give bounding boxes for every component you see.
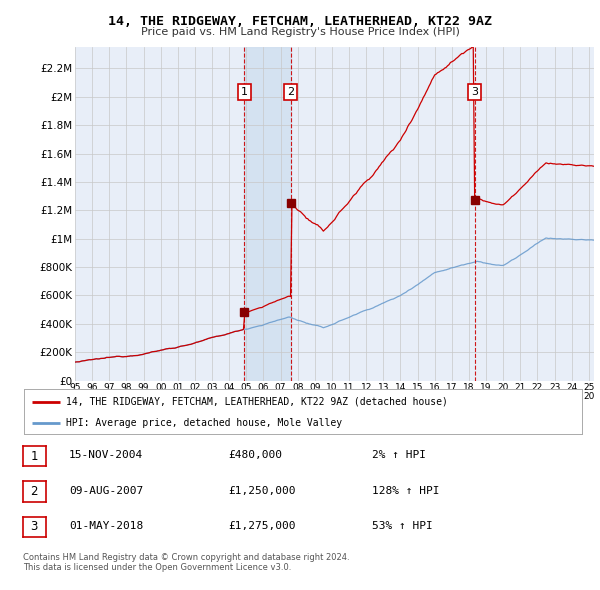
Text: £1,250,000: £1,250,000 xyxy=(228,486,296,496)
Text: 1: 1 xyxy=(31,450,38,463)
Text: 15-NOV-2004: 15-NOV-2004 xyxy=(69,451,143,460)
Text: 128% ↑ HPI: 128% ↑ HPI xyxy=(372,486,439,496)
Text: Contains HM Land Registry data © Crown copyright and database right 2024.: Contains HM Land Registry data © Crown c… xyxy=(23,553,349,562)
Text: 2% ↑ HPI: 2% ↑ HPI xyxy=(372,451,426,460)
Text: 3: 3 xyxy=(31,520,38,533)
Text: 2: 2 xyxy=(287,87,295,97)
Text: HPI: Average price, detached house, Mole Valley: HPI: Average price, detached house, Mole… xyxy=(66,418,342,428)
Text: £480,000: £480,000 xyxy=(228,451,282,460)
Text: 01-MAY-2018: 01-MAY-2018 xyxy=(69,522,143,531)
Text: £1,275,000: £1,275,000 xyxy=(228,522,296,531)
Bar xyxy=(244,47,291,381)
Text: 3: 3 xyxy=(471,87,478,97)
Text: 14, THE RIDGEWAY, FETCHAM, LEATHERHEAD, KT22 9AZ: 14, THE RIDGEWAY, FETCHAM, LEATHERHEAD, … xyxy=(108,15,492,28)
Text: 53% ↑ HPI: 53% ↑ HPI xyxy=(372,522,433,531)
Text: 14, THE RIDGEWAY, FETCHAM, LEATHERHEAD, KT22 9AZ (detached house): 14, THE RIDGEWAY, FETCHAM, LEATHERHEAD, … xyxy=(66,397,448,407)
Text: Price paid vs. HM Land Registry's House Price Index (HPI): Price paid vs. HM Land Registry's House … xyxy=(140,27,460,37)
Text: 2: 2 xyxy=(31,485,38,498)
Text: This data is licensed under the Open Government Licence v3.0.: This data is licensed under the Open Gov… xyxy=(23,563,291,572)
Text: 1: 1 xyxy=(241,87,248,97)
Text: 09-AUG-2007: 09-AUG-2007 xyxy=(69,486,143,496)
